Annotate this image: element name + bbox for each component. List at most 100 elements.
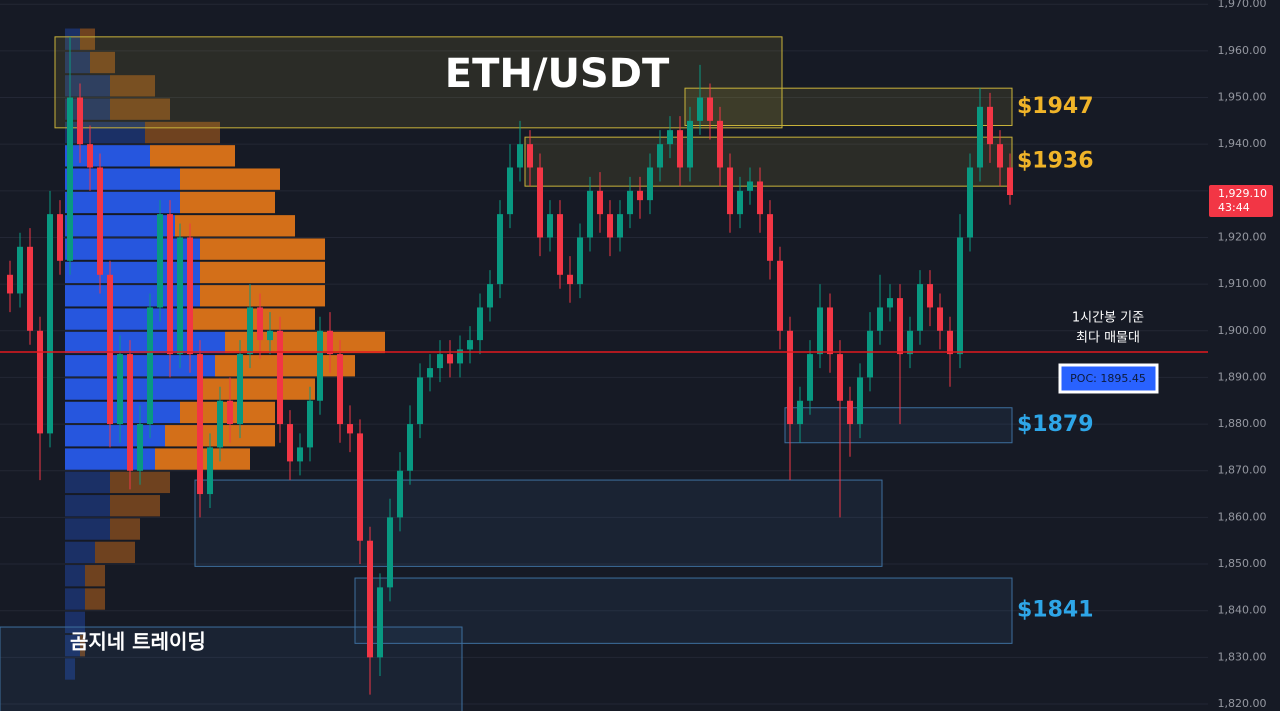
volume-sell: [200, 238, 325, 260]
watermark: 곰지네 트레이딩: [70, 630, 206, 654]
volume-buy: [65, 215, 175, 237]
volume-sell: [110, 75, 155, 97]
y-tick-label: 1,820.00: [1218, 697, 1267, 710]
candle-body: [957, 237, 963, 355]
candle-body: [497, 214, 503, 285]
candle-body: [147, 307, 153, 425]
candle-body: [1007, 167, 1013, 196]
candle-body: [677, 130, 683, 168]
candle-body: [617, 214, 623, 238]
candle-body: [527, 144, 533, 168]
volume-buy: [65, 611, 85, 634]
candle-body: [277, 330, 283, 425]
y-tick-label: 1,960.00: [1218, 44, 1267, 57]
volume-buy: [65, 145, 150, 167]
candle-body: [937, 307, 943, 331]
volume-buy: [65, 28, 80, 50]
zone-label: $1936: [1017, 149, 1094, 174]
candle-body: [187, 237, 193, 355]
volume-sell: [200, 261, 325, 284]
candle-body: [537, 167, 543, 238]
candle-body: [737, 190, 743, 215]
candle-body: [967, 167, 973, 238]
last-price-tag: [1209, 185, 1273, 218]
price-axis: [1208, 0, 1280, 711]
candle-body: [837, 354, 843, 401]
zone-label: $1841: [1017, 598, 1094, 623]
candle-body: [507, 167, 513, 215]
y-tick-label: 1,830.00: [1218, 650, 1267, 663]
candle-body: [107, 274, 113, 425]
candle-body: [687, 120, 693, 168]
candle-body: [87, 144, 93, 168]
candle-body: [457, 349, 463, 364]
candle-body: [847, 400, 853, 425]
candle-body: [917, 284, 923, 331]
candle-body: [927, 284, 933, 308]
candle-body: [337, 354, 343, 425]
candle-body: [787, 330, 793, 425]
poc-label: POC: 1895.45: [1070, 372, 1146, 385]
candle-body: [607, 214, 613, 238]
candle-body: [747, 181, 753, 191]
price-zone: [54, 36, 783, 129]
candle-body: [297, 447, 303, 462]
candle-body: [487, 284, 493, 308]
candle-body: [157, 214, 163, 308]
candle-body: [857, 377, 863, 425]
candle-body: [247, 307, 253, 355]
candle-body: [887, 298, 893, 308]
volume-buy: [65, 75, 110, 97]
volume-sell: [85, 565, 105, 587]
volume-sell: [215, 355, 355, 377]
candle-body: [357, 433, 363, 541]
zone-label: $1879: [1017, 412, 1094, 437]
y-tick-label: 1,950.00: [1218, 91, 1267, 104]
y-tick-label: 1,970.00: [1218, 0, 1267, 10]
candle-body: [947, 330, 953, 355]
candle-body: [797, 400, 803, 425]
candle-body: [987, 106, 993, 145]
volume-buy: [65, 565, 85, 587]
volume-buy: [65, 495, 110, 517]
price-zone: [354, 577, 1013, 644]
volume-sell: [95, 541, 135, 564]
volume-buy: [65, 98, 110, 120]
candle-body: [57, 214, 63, 261]
candle-body: [137, 424, 143, 471]
candle-body: [417, 377, 423, 425]
candle-body: [347, 424, 353, 434]
volume-buy: [65, 635, 80, 657]
candle-body: [367, 540, 373, 658]
volume-buy: [65, 658, 75, 680]
candle-body: [397, 470, 403, 518]
poc-box: [1058, 363, 1159, 394]
candle-body: [237, 354, 243, 425]
price-zone: [784, 407, 1013, 444]
y-tick-label: 1,890.00: [1218, 370, 1267, 383]
volume-sell: [80, 635, 85, 657]
volume-sell: [200, 378, 315, 400]
candle-body: [587, 190, 593, 238]
countdown: 43:44: [1218, 201, 1250, 214]
poc-note: 최다 매물대: [1076, 331, 1140, 346]
y-tick-label: 1,900.00: [1218, 324, 1267, 337]
candle-body: [817, 307, 823, 355]
volume-sell: [180, 168, 280, 190]
candle-body: [867, 330, 873, 378]
chart-title: ETH/USDT: [445, 51, 670, 97]
price-zone: [524, 136, 1013, 187]
candle-body: [317, 330, 323, 401]
candle-body: [647, 167, 653, 201]
candle-body: [997, 144, 1003, 168]
volume-buy: [65, 588, 85, 610]
candle-body: [227, 400, 233, 425]
candle-body: [727, 167, 733, 215]
price-zone: [684, 87, 1013, 126]
volume-sell: [145, 121, 220, 144]
price-zone: [0, 626, 463, 711]
volume-sell: [110, 98, 170, 120]
candle-body: [117, 354, 123, 425]
price-zone: [194, 479, 883, 567]
volume-buy: [65, 541, 95, 564]
